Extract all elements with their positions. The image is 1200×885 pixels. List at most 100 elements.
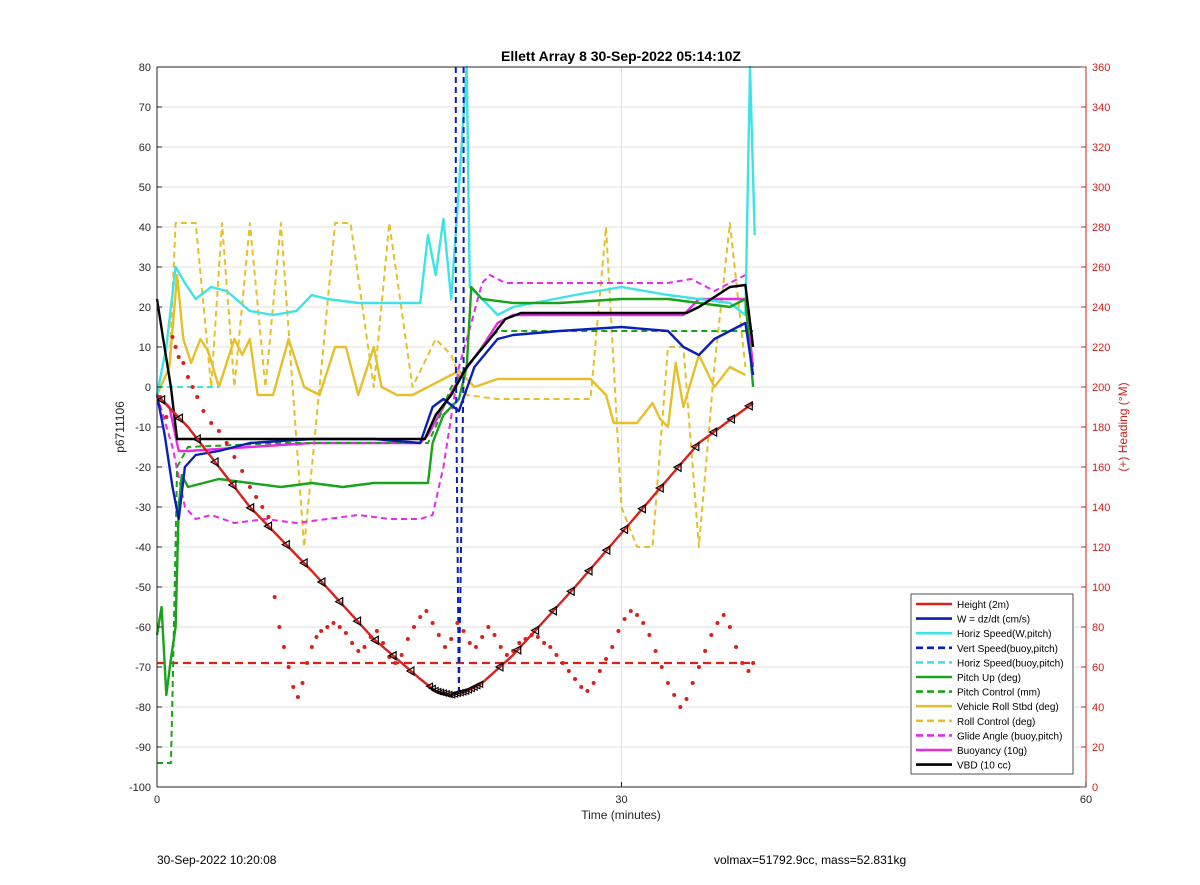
chart-title: Ellett Array 8 30-Sep-2022 05:14:10Z: [501, 48, 741, 64]
heading-point: [247, 485, 252, 489]
height-marker: [298, 557, 308, 569]
heading-point: [678, 705, 683, 709]
height-marker: [436, 688, 445, 697]
heading-point: [554, 653, 559, 657]
height-marker: [565, 586, 575, 597]
y-tick-label-left: -80: [135, 702, 151, 714]
legend-entry: Pitch Control (mm): [916, 688, 1040, 699]
heading-point: [684, 697, 689, 701]
heading-point: [442, 645, 447, 649]
series-line: [157, 330, 754, 764]
heading-point: [498, 645, 503, 649]
heading-point: [350, 641, 355, 645]
x-axis: 0 30 60: [154, 782, 1092, 806]
legend: Height (2m) W = dz/dt (cm/s) Horiz Speed(W…: [910, 593, 1074, 775]
heading-point: [190, 385, 195, 389]
y-tick-label-left: 80: [139, 62, 151, 74]
heading-point: [473, 645, 478, 649]
x-tick-label: 30: [615, 794, 627, 806]
heading-point: [480, 635, 485, 639]
height-marker: [548, 605, 557, 616]
legend-label: Buoyancy (10g): [957, 746, 1027, 757]
height-marker: [352, 616, 362, 627]
height-marker: [672, 462, 682, 473]
heading-point: [424, 609, 429, 613]
y-tick-label-left: 50: [139, 182, 151, 194]
height-marker: [453, 689, 461, 698]
legend-label: W = dz/dt (cm/s): [957, 615, 1030, 626]
y-tick-label-left: -50: [135, 582, 151, 594]
height-marker: [450, 690, 459, 699]
heading-point: [696, 665, 701, 669]
y-tick-label-left: 20: [139, 302, 151, 314]
series-line: [156, 394, 754, 697]
y-axis-label-right: (+) Heading (°M): [1116, 382, 1130, 471]
heading-point: [455, 621, 460, 625]
heading-point: [449, 637, 454, 641]
height-marker: [439, 689, 447, 697]
heading-point: [260, 505, 265, 509]
legend-box: [910, 593, 1074, 775]
series-layer: [155, 65, 756, 764]
footer-timestamp: 30-Sep-2022 10:20:08: [157, 853, 277, 867]
heading-point: [300, 681, 305, 685]
heading-point: [703, 649, 708, 653]
heading-point: [272, 595, 277, 599]
heading-point: [170, 335, 175, 339]
heading-point: [176, 355, 181, 359]
series-line: [155, 65, 756, 396]
height-marker: [512, 644, 522, 655]
heading-point: [173, 345, 178, 349]
height-marker: [281, 539, 290, 550]
heading-point: [216, 429, 221, 433]
height-marker: [619, 524, 629, 535]
heading-point: [628, 609, 633, 613]
heading-point: [709, 633, 714, 637]
heading-point: [405, 637, 410, 641]
heading-point: [362, 645, 367, 649]
heading-point: [604, 657, 609, 661]
heading-point: [436, 633, 441, 637]
height-marker: [370, 635, 379, 646]
marker-layer: [156, 394, 753, 699]
heading-point: [195, 395, 200, 399]
heading-point: [573, 677, 578, 681]
y-tick-label-left: -40: [135, 542, 151, 554]
y-tick-label-left: 70: [139, 102, 151, 114]
legend-label: Pitch Control (mm): [957, 688, 1040, 699]
y-tick-label-right: 100: [1092, 582, 1110, 594]
y-axis-right: 3603403203002802602402202001801601401201…: [1081, 62, 1110, 794]
heading-point: [721, 613, 726, 617]
heading-point: [209, 421, 214, 425]
y-tick-label-left: -10: [135, 422, 151, 434]
heading-point: [467, 641, 472, 645]
height-marker: [192, 433, 201, 445]
y-tick-label-left: 10: [139, 342, 151, 354]
legend-entry: Vert Speed(buoy,pitch): [916, 644, 1058, 655]
legend-label: Pitch Up (deg): [957, 673, 1021, 684]
heading-point: [579, 685, 584, 689]
heading-point: [746, 669, 751, 673]
heading-point: [734, 645, 739, 649]
legend-entry: Vehicle Roll Stbd (deg): [916, 702, 1059, 713]
height-marker: [387, 650, 397, 661]
legend-label: Glide Angle (buoy,pitch): [957, 731, 1062, 742]
heading-point: [672, 693, 677, 697]
heading-point: [751, 661, 756, 665]
heading-point: [461, 629, 466, 633]
series-line: [155, 283, 755, 441]
heading-point: [281, 645, 286, 649]
legend-label: VBD (10 cc): [957, 761, 1011, 772]
heading-point: [715, 621, 720, 625]
height-marker: [316, 577, 326, 588]
legend-label: Horiz Speed(W,pitch): [957, 629, 1051, 640]
legend-entry: Roll Control (deg): [916, 717, 1035, 728]
heading-point: [185, 375, 190, 379]
heading-point: [295, 695, 300, 699]
heading-point: [529, 633, 534, 637]
y-tick-label-right: 200: [1092, 382, 1110, 394]
heading-point: [548, 645, 553, 649]
heading-point: [201, 409, 206, 413]
heading-point: [291, 685, 296, 689]
heading-scatter: [158, 335, 756, 709]
